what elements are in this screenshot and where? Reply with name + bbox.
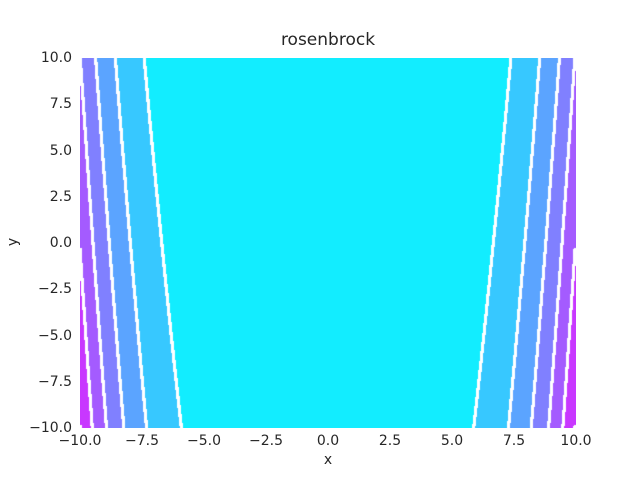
y-tick-label: −10.0 [29,420,72,436]
y-tick-label: 5.0 [49,142,72,159]
x-tick-label: 5.0 [440,433,464,449]
chart-title: rosenbrock [280,30,376,50]
x-tick-label: −5.0 [187,433,221,449]
x-tick-label: −7.5 [125,433,159,449]
x-tick-label: −10.0 [58,433,102,449]
x-tick-label: 7.5 [502,433,526,449]
x-axis-label: x [323,452,333,468]
x-tick-label: 2.5 [378,433,402,449]
y-tick-label: 0.0 [49,235,72,251]
y-tick-label: −5.0 [38,327,72,344]
x-tick-label: 10.0 [560,433,592,449]
y-tick-label: 7.5 [49,96,72,113]
y-tick-label: 2.5 [49,188,72,205]
x-tick-label: −2.5 [249,433,283,449]
y-tick-label: −2.5 [38,281,72,298]
y-tick-label: −7.5 [38,373,72,390]
x-tick-label: 0.0 [316,433,340,449]
contour-canvas [80,58,576,428]
y-tick-label: 10.0 [40,50,72,66]
